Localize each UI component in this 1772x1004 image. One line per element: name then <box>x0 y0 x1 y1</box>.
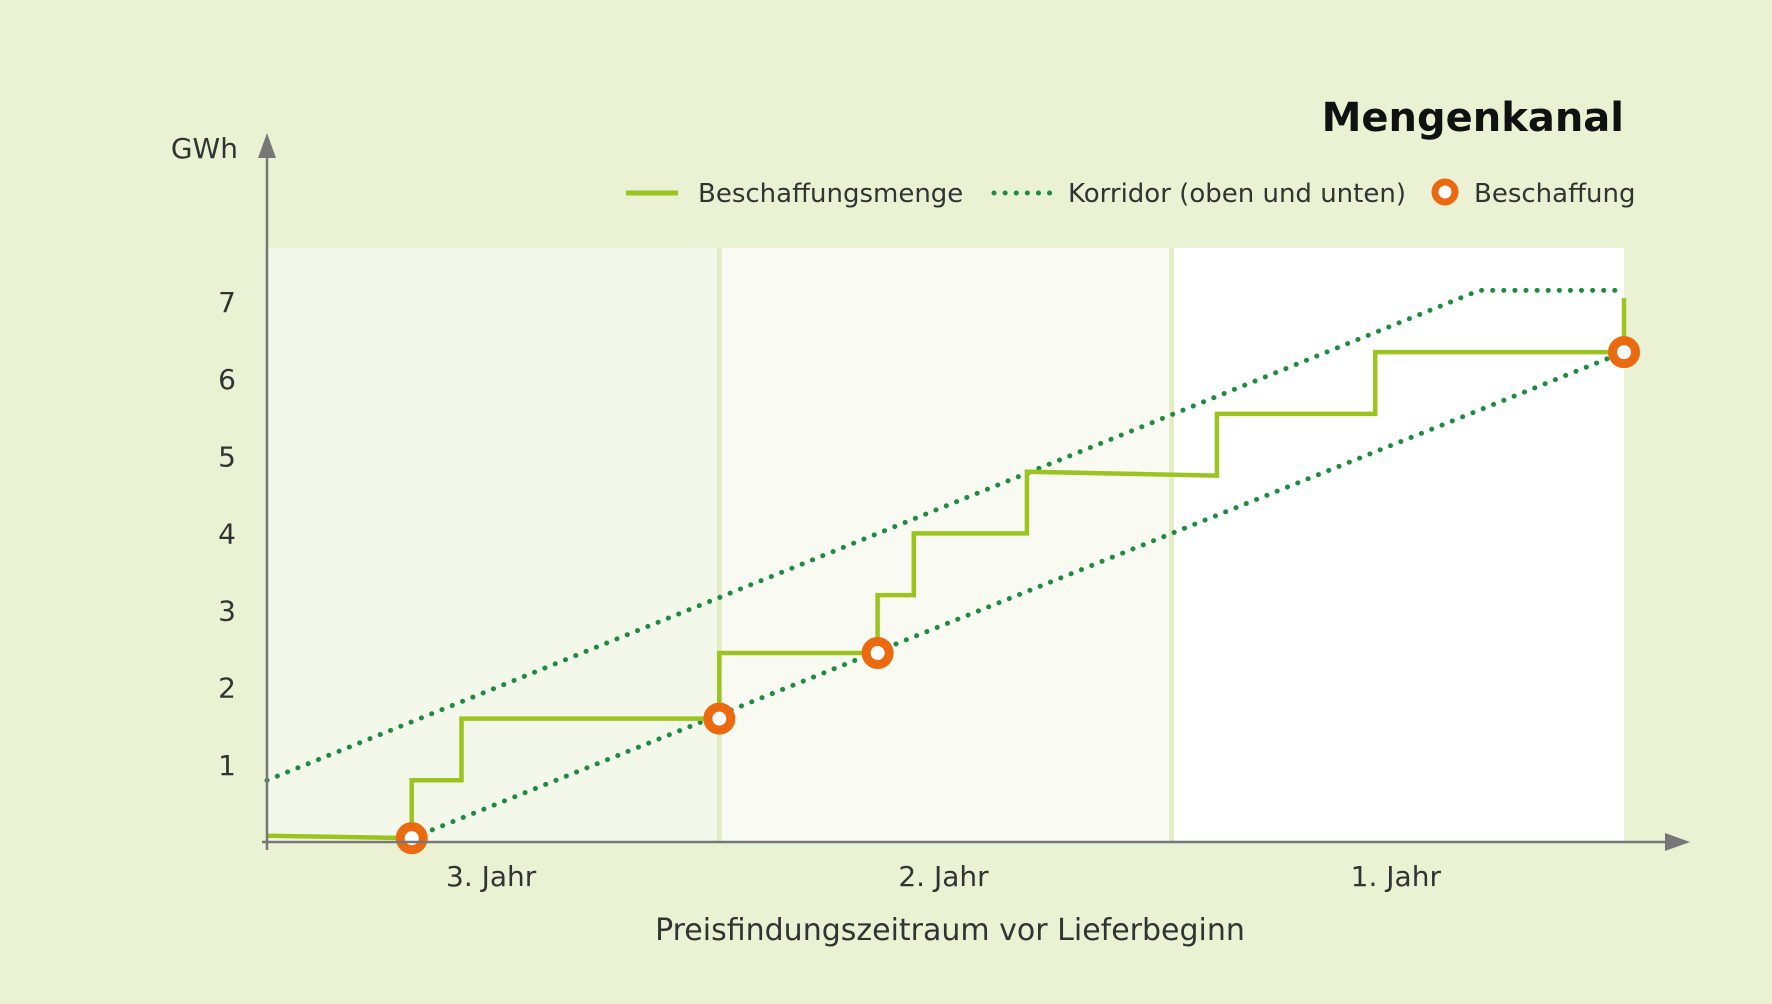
x-category-label: 3. Jahr <box>446 860 537 893</box>
korridor-oben-line <box>264 287 1627 783</box>
legend: Beschaffungsmenge Korridor (oben und unt… <box>626 178 1635 209</box>
panel-3 <box>1171 248 1624 842</box>
legend-marker-beschaffung-icon <box>1431 178 1459 206</box>
y-axis-unit: GWh <box>171 132 238 165</box>
panel-2 <box>719 248 1172 842</box>
y-tick-label: 5 <box>218 440 236 473</box>
plot-area <box>264 287 1640 855</box>
legend-label-beschaffungsmenge: Beschaffungsmenge <box>698 179 963 209</box>
y-tick-label: 3 <box>218 595 236 628</box>
beschaffung-marker <box>395 822 428 855</box>
y-tick-labels: 1 2 3 4 5 6 7 <box>218 286 236 782</box>
x-category-label: 1. Jahr <box>1351 860 1442 893</box>
category-labels: 3. Jahr 2. Jahr 1. Jahr <box>446 860 1441 893</box>
y-tick-label: 2 <box>218 672 236 705</box>
y-tick-label: 7 <box>218 286 236 319</box>
y-tick-label: 4 <box>218 517 236 550</box>
legend-label-beschaffung: Beschaffung <box>1474 179 1635 209</box>
x-category-label: 2. Jahr <box>898 860 989 893</box>
axes <box>258 133 1690 851</box>
panel-1 <box>267 248 720 842</box>
x-axis-arrow-icon <box>1665 833 1690 851</box>
beschaffung-marker <box>703 702 736 735</box>
year-panels <box>267 248 1624 842</box>
chart-title: Mengenkanal <box>1322 95 1624 141</box>
y-axis-arrow-icon <box>258 133 276 158</box>
beschaffungsmenge-line <box>266 298 1627 841</box>
legend-label-korridor: Korridor (oben und unten) <box>1068 179 1406 209</box>
korridor-unten-line <box>409 349 1627 841</box>
beschaffung-marker <box>1608 336 1640 369</box>
x-axis-label: Preisfindungszeitraum vor Lieferbeginn <box>655 913 1245 948</box>
y-tick-label: 6 <box>218 363 236 396</box>
beschaffung-marker <box>861 637 894 669</box>
y-tick-label: 1 <box>218 749 236 782</box>
